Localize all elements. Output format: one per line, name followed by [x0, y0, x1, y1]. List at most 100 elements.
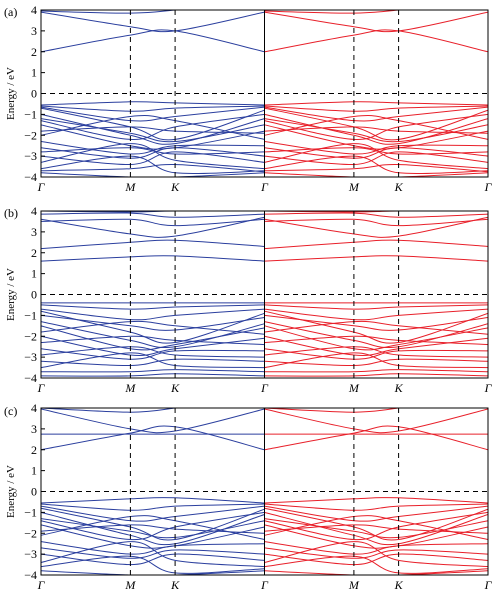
band-line-1-12 [264, 541, 488, 555]
y-axis-label: Energy / eV [5, 465, 17, 518]
band-line-0-9 [41, 524, 265, 549]
x-tick-label: K [170, 180, 180, 194]
y-tick-label: 3 [31, 225, 37, 239]
bands-group [41, 211, 488, 377]
bands-group [41, 408, 488, 575]
y-tick-label: 1 [31, 464, 37, 478]
panel-label: (a) [4, 5, 17, 19]
band-line-1-11 [264, 515, 488, 540]
band-line-0-8 [41, 308, 265, 321]
band-line-1-7 [264, 118, 488, 143]
band-line-0-9 [41, 126, 265, 134]
x-tick-label: Γ [260, 578, 269, 592]
band-line-0-11 [41, 515, 265, 540]
y-tick-label: −3 [24, 149, 37, 163]
band-line-1-19 [264, 511, 488, 541]
y-tick-label: 4 [31, 204, 37, 218]
x-tick-label: K [394, 381, 404, 395]
band-line-0-18 [41, 507, 265, 541]
band-line-1-5 [264, 255, 488, 262]
x-tick-label: Γ [37, 180, 46, 194]
band-line-1-10 [264, 115, 488, 140]
band-line-1-5 [264, 106, 488, 122]
x-tick-label: Γ [484, 381, 493, 395]
band-line-1-2 [264, 29, 488, 53]
band-line-0-18 [41, 358, 265, 367]
panel-label: (b) [4, 206, 18, 220]
band-line-1-0 [264, 211, 488, 213]
band-line-1-20 [264, 147, 488, 155]
y-tick-label: 1 [31, 66, 37, 80]
band-line-1-15 [264, 335, 488, 346]
band-line-1-12 [264, 325, 488, 351]
y-tick-label: −2 [24, 526, 37, 540]
y-axis-label: Energy / eV [5, 268, 17, 321]
band-line-0-20 [41, 147, 265, 155]
panel-b: −4 −3 −2 −1 0 1 2 3 4 Γ M K Γ M K Γ Energy / eV (b) [4, 204, 493, 395]
band-line-1-7 [264, 304, 488, 310]
x-tick-label: M [124, 578, 136, 592]
band-line-1-17 [264, 346, 488, 358]
band-line-0-17 [41, 570, 265, 575]
band-line-1-8 [264, 308, 488, 321]
band-line-1-5 [264, 503, 488, 511]
band-line-1-17 [264, 172, 488, 177]
band-line-1-4 [264, 497, 488, 504]
x-tick-label: Γ [260, 180, 269, 194]
band-line-0-15 [41, 335, 265, 346]
band-line-0-19 [41, 511, 265, 541]
band-line-0-0 [41, 211, 265, 213]
x-tick-label: M [348, 381, 360, 395]
y-tick-label: −3 [24, 350, 37, 364]
y-tick-label: 4 [31, 3, 37, 17]
band-line-1-19 [264, 352, 488, 369]
band-line-0-15 [41, 541, 265, 568]
y-tick-label: 3 [31, 422, 37, 436]
band-line-0-2 [41, 29, 265, 53]
band-line-1-2 [264, 216, 488, 238]
band-line-1-16 [264, 555, 488, 574]
band-line-1-16 [264, 163, 488, 173]
band-line-0-7 [41, 304, 265, 310]
x-tick-label: Γ [37, 381, 46, 395]
band-line-1-1 [264, 11, 488, 33]
band-line-0-4 [41, 497, 265, 504]
y-tick-label: 0 [31, 87, 37, 101]
band-line-1-4 [264, 105, 488, 112]
x-tick-label: Γ [260, 381, 269, 395]
x-tick-label: K [170, 578, 180, 592]
band-line-0-9 [41, 310, 265, 344]
y-tick-label: −4 [24, 371, 37, 385]
band-line-0-10 [41, 115, 265, 140]
band-line-0-5 [41, 503, 265, 511]
band-line-0-3 [41, 218, 265, 227]
band-line-0-20 [41, 369, 265, 373]
y-tick-label: −2 [24, 128, 37, 142]
band-line-0-18 [41, 107, 265, 141]
band-line-0-1 [41, 408, 265, 434]
band-line-0-1 [41, 11, 265, 33]
band-line-1-0 [264, 408, 399, 413]
y-tick-label: 2 [31, 443, 37, 457]
y-tick-label: 2 [31, 45, 37, 59]
band-line-1-1 [264, 212, 488, 218]
band-line-1-21 [264, 373, 488, 377]
band-line-0-4 [41, 239, 265, 250]
band-line-0-17 [41, 346, 265, 358]
band-line-1-9 [264, 126, 488, 134]
x-tick-label: M [348, 578, 360, 592]
band-line-1-6 [264, 505, 488, 522]
band-line-1-10 [264, 314, 488, 331]
band-line-0-7 [41, 118, 265, 143]
band-line-1-4 [264, 239, 488, 250]
band-line-0-8 [41, 124, 265, 150]
band-line-0-21 [41, 373, 265, 377]
band-line-1-13 [264, 547, 488, 559]
band-line-1-6 [264, 113, 488, 145]
x-tick-label: K [394, 578, 404, 592]
y-tick-label: −3 [24, 547, 37, 561]
band-line-0-16 [41, 163, 265, 173]
panel-label: (c) [4, 404, 17, 418]
band-line-1-17 [264, 570, 488, 575]
band-line-1-15 [264, 541, 488, 568]
